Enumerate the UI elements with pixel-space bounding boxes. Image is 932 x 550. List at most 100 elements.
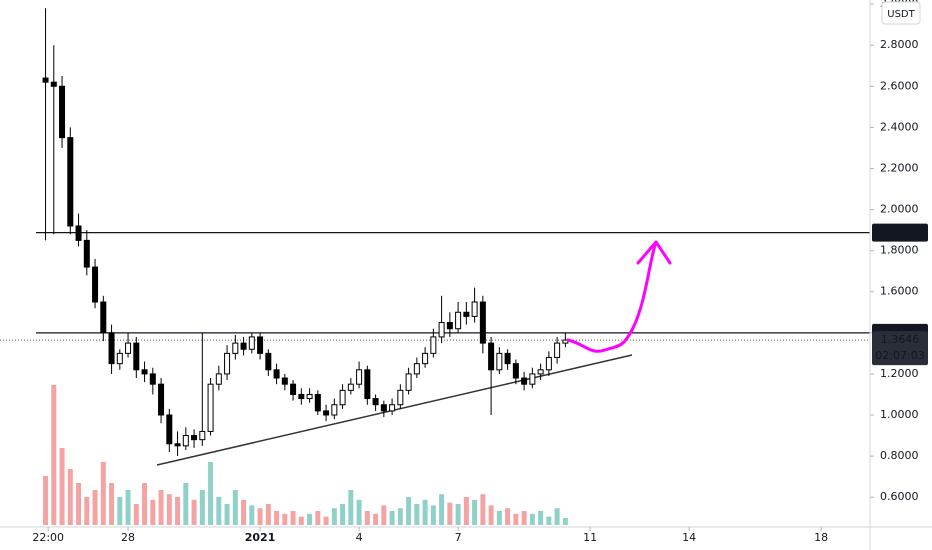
candle-body — [59, 85, 66, 139]
volume-bar — [265, 504, 271, 525]
x-tick-label: 14 — [682, 531, 696, 544]
candle-body — [207, 383, 214, 432]
last-price-box — [872, 331, 928, 366]
countdown-label: 02:07:03 — [875, 349, 924, 362]
volume-bar — [381, 505, 387, 525]
volume-bar — [505, 508, 511, 525]
candle-body — [174, 443, 181, 447]
candle-body — [149, 373, 156, 385]
volume-bar — [414, 504, 420, 525]
volume-bar — [331, 508, 337, 525]
y-tick-label: 1.8000 — [880, 244, 919, 257]
candle-body — [504, 352, 511, 365]
volume-bar — [463, 497, 469, 525]
y-tick-label: 0.8000 — [880, 449, 919, 462]
volume-bar — [356, 499, 362, 525]
volume-bar — [282, 513, 288, 525]
candle-body — [537, 369, 544, 375]
candle-body — [347, 383, 354, 391]
volume-bar — [117, 497, 123, 525]
volume-bar — [546, 516, 552, 525]
volume-bar — [67, 469, 73, 525]
volume-bar — [521, 511, 527, 525]
y-tick-label: 2.0000 — [880, 203, 919, 216]
candle-body — [356, 369, 363, 385]
volume-bar — [76, 483, 82, 525]
volume-bar — [257, 508, 263, 525]
candle-body — [232, 342, 239, 354]
volume-bar — [298, 516, 304, 525]
volume-bar — [100, 462, 106, 525]
candle-body — [422, 352, 429, 365]
candle-body — [405, 373, 412, 391]
candle-body — [339, 389, 346, 406]
volume-bar — [373, 513, 379, 525]
volume-bar — [307, 513, 313, 525]
volume-bar — [430, 505, 436, 525]
volume-bar — [125, 490, 131, 525]
candle-body — [512, 363, 519, 379]
candle-body — [191, 435, 198, 441]
candle-body — [331, 404, 338, 416]
level-label-box — [872, 223, 928, 242]
y-tick-label: 1.6000 — [880, 285, 919, 298]
candle-body — [364, 369, 371, 400]
candle-body — [446, 322, 453, 330]
candle-body — [273, 369, 280, 379]
x-tick-label: 7 — [455, 531, 462, 544]
y-tick-label: 2.8000 — [880, 38, 919, 51]
volume-bar — [513, 513, 519, 525]
volume-bar — [439, 494, 445, 525]
level-label: 1.8876 — [881, 226, 920, 239]
candle-body — [562, 339, 569, 344]
candle-body — [50, 81, 57, 87]
candle-body — [496, 352, 503, 371]
volume-bar — [166, 494, 172, 525]
x-tick-label: 11 — [583, 531, 597, 544]
candle-body — [281, 377, 288, 385]
candle-body — [397, 389, 404, 406]
volume-bar — [51, 385, 57, 525]
volume-bar — [389, 511, 395, 525]
candle-body — [323, 410, 330, 416]
x-tick-label: 22:00 — [32, 531, 64, 544]
volume-bar — [496, 511, 502, 525]
candle-body — [372, 398, 379, 406]
volume-bar — [406, 497, 412, 525]
y-tick-label: 2.4000 — [880, 120, 919, 133]
forecast-drawing — [566, 240, 672, 353]
candle-body — [257, 336, 264, 354]
candle-body — [521, 377, 528, 385]
candle-body — [224, 352, 231, 375]
volume-bar — [397, 508, 403, 525]
x-tick-label: 4 — [356, 531, 363, 544]
volume-bar — [554, 508, 560, 525]
x-tick-label: 2021 — [245, 531, 276, 544]
volume-bar — [488, 505, 494, 525]
y-tick-label: 2.6000 — [880, 79, 919, 92]
x-tick-label: 18 — [814, 531, 828, 544]
volume-bar — [249, 505, 255, 525]
candle-body — [471, 301, 478, 317]
volume-bar — [455, 504, 461, 525]
candle-body — [83, 239, 90, 268]
candle-body — [108, 332, 115, 365]
volume-bar — [183, 483, 189, 525]
volume-bar — [175, 497, 181, 525]
candle-body — [158, 383, 165, 416]
candle-body — [125, 342, 132, 354]
candle-body — [42, 77, 49, 83]
volume-bar — [92, 490, 98, 525]
volume-bar — [232, 490, 238, 525]
candle-body — [141, 369, 148, 375]
candle-body — [413, 363, 420, 375]
currency-label: USDT — [887, 9, 915, 20]
volume-bar — [150, 499, 156, 525]
volume-bar — [364, 511, 370, 525]
candle-body — [116, 352, 123, 365]
volume-bar — [109, 483, 115, 525]
volume-bar — [290, 511, 296, 525]
candle-body — [488, 342, 495, 371]
